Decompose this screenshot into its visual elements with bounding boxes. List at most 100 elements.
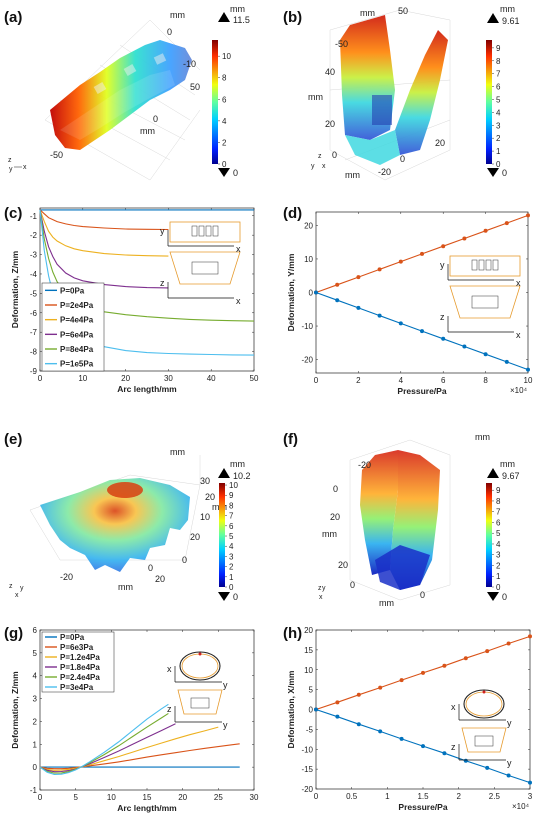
deformed-body-a	[50, 40, 192, 150]
data-point	[335, 282, 340, 287]
axis-label-e-mm-top: mm	[170, 447, 185, 457]
inset-chamber-section	[191, 261, 219, 275]
axis-tick-e-20c: 20	[155, 574, 165, 584]
y-tick-label: 20	[304, 626, 313, 635]
x-tick-label: 2.5	[489, 792, 501, 801]
colorbar-tick-label: 0	[229, 583, 234, 592]
inset-schematic: x y z y	[167, 651, 228, 730]
y-tick-label: 4	[33, 672, 38, 681]
axis-tick-e-20b: 20	[190, 532, 200, 542]
inset-top-view	[169, 221, 241, 243]
legend-entry: P=1e5Pa	[60, 360, 94, 369]
data-point	[441, 336, 446, 341]
colorbar-unit-a: mm	[230, 4, 245, 14]
colorbar-max-f: 9.67	[502, 471, 520, 481]
data-point	[421, 670, 425, 675]
inset-chamber	[492, 259, 499, 271]
x-axis-label: Arc length/mm	[117, 384, 177, 394]
legend-box	[41, 631, 115, 693]
data-point	[377, 267, 382, 272]
colorbar-tick-label: 9	[496, 486, 501, 495]
axis-label-f-mm-bottom: mm	[379, 598, 394, 608]
y-tick-label: 20	[304, 221, 313, 230]
colorbar-gradient-e	[219, 483, 225, 587]
data-point	[356, 275, 361, 280]
axis-tick-b-40: 40	[325, 67, 335, 77]
panel-label-f: (f)	[283, 431, 298, 448]
panel-a: (a) mm 0 -10 50 0 -50 mm z y	[4, 4, 250, 181]
x-tick-label: 0.5	[346, 792, 358, 801]
axis-label-b-mm-top: mm	[360, 8, 375, 18]
inset-chamber	[198, 225, 205, 237]
data-point	[378, 685, 383, 690]
y-tick-label: -7	[30, 328, 38, 337]
inset-axis-arrows	[458, 704, 506, 721]
data-point	[483, 352, 488, 357]
legend-entry: P=2.4e4Pa	[60, 673, 100, 682]
legend: P=0PaP=6e3PaP=1.2e4PaP=1.8e4PaP=2.4e4PaP…	[41, 631, 115, 693]
inset-axis-arrows	[167, 282, 234, 299]
y-axis-label: Deformation, Y/mm	[286, 253, 296, 331]
data-point	[506, 641, 511, 646]
axis-tick-e-0: 0	[182, 555, 187, 565]
data-point	[399, 736, 404, 741]
colorbar-min-f: 0	[502, 592, 507, 602]
axis-tick-a-0: 0	[167, 27, 172, 37]
data-point	[399, 678, 404, 683]
colorbar-tick-label: 7	[496, 508, 501, 517]
axis-tick-b-0b: 0	[400, 154, 405, 164]
inset-chamber	[471, 259, 478, 271]
y-tick-label: 6	[33, 626, 38, 635]
x-tick-label: 4	[399, 376, 404, 385]
colorbar-tick-label: 2	[229, 563, 234, 572]
series-line-P=4e4Pa	[39, 209, 169, 257]
x-exponent-label: ×10⁴	[510, 386, 528, 395]
x-tick-label: 6	[441, 376, 446, 385]
colorbar-tick-label: 0	[496, 160, 501, 169]
legend-entry: P=0Pa	[60, 633, 85, 642]
colorbar-tick-label: 8	[496, 497, 501, 506]
data-point	[314, 707, 318, 712]
x-tick-label: 5	[73, 793, 78, 802]
x-tick-label: 20	[121, 374, 130, 383]
svg-text:x: x	[322, 163, 326, 170]
x-tick-label: 50	[250, 374, 259, 383]
deformed-body-b-right	[395, 30, 448, 155]
svg-text:y: y	[311, 163, 315, 170]
data-point	[398, 321, 403, 326]
y-axis-label: Deformation, Z/mm	[10, 671, 20, 749]
legend-entry: P=1.2e4Pa	[60, 653, 100, 662]
axis-label-e-mm-bottom: mm	[118, 582, 133, 592]
inset-axis-label: z	[160, 278, 165, 288]
colorbar-unit-b: mm	[500, 4, 515, 14]
svg-text:z: z	[318, 153, 322, 160]
panel-label-h: (h)	[283, 625, 302, 642]
data-point	[526, 367, 530, 372]
x-tick-label: 40	[207, 374, 216, 383]
colorbar-tick-label: 2	[222, 138, 227, 147]
colorbar-tick-label: 6	[496, 83, 501, 92]
inset-axis-label: y	[223, 680, 228, 690]
colorbar-tick-label: 9	[229, 491, 234, 500]
colorbar-tick-label: 1	[229, 573, 234, 582]
inset-marker	[198, 652, 202, 656]
inset-axis-label: x	[451, 702, 456, 712]
deformed-body-e	[40, 478, 190, 572]
colorbar-b: mm 9.61 9 8 7 6 5 4 3 2 1 0 0	[486, 4, 520, 178]
legend-entry: P=6e4Pa	[60, 330, 94, 339]
inset-axis-arrows	[167, 230, 234, 247]
inset-axis-arrows	[447, 264, 514, 281]
axis-label-b-mm-bottom: mm	[345, 170, 360, 180]
y-tick-label: -10	[301, 745, 313, 754]
data-point	[462, 344, 467, 349]
axis-tick-a-minus10: -10	[183, 59, 196, 69]
inset-chamber-section	[471, 295, 499, 309]
y-tick-label: 5	[33, 649, 38, 658]
x-tick-label: 8	[483, 376, 488, 385]
y-tick-label: -9	[30, 367, 38, 376]
x-tick-label: 20	[178, 793, 187, 802]
svg-text:z: z	[9, 583, 13, 590]
